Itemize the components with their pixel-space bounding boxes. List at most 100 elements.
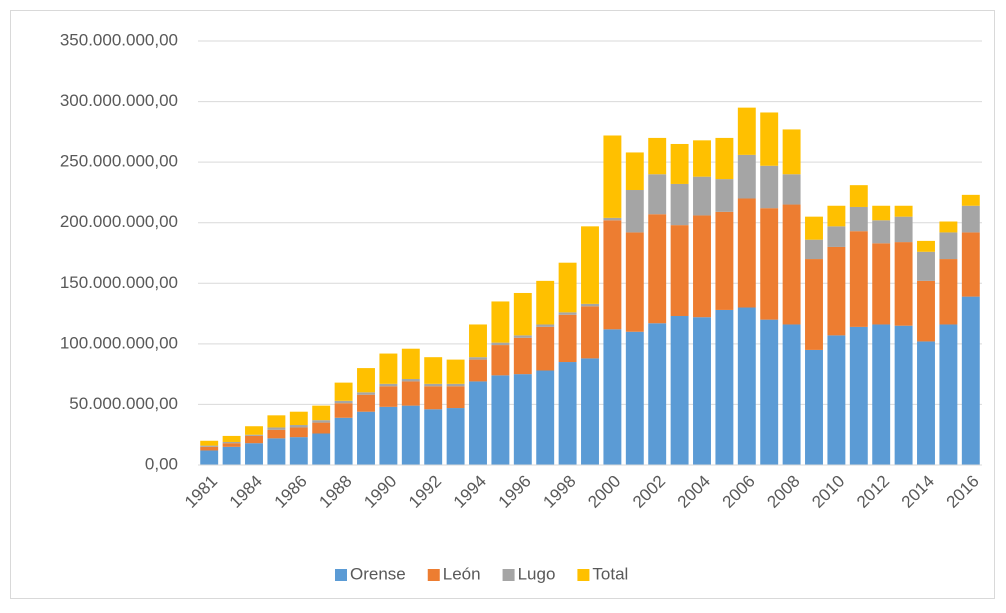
bar-segment [670,315,689,465]
bar-segment [267,438,286,465]
bar-segment [513,335,532,338]
bar-segment [469,359,487,382]
bar-segment [267,415,286,428]
bar-segment [424,409,443,465]
bar-segment [737,154,756,199]
bar-segment [245,435,263,444]
bar-segment [491,342,510,346]
bar-segment [401,405,420,465]
bar-segment [222,435,241,442]
y-tick-label: 350.000.000,00 [60,30,178,49]
y-tick-label: 150.000.000,00 [60,273,178,292]
bar-segment [849,206,868,232]
bar-segment [536,280,555,325]
bar-segment [491,345,510,376]
bar-segment [424,383,443,387]
bar-segment [961,194,980,206]
bar-segment [536,326,555,371]
bar-segment [200,450,219,465]
bar-segment [379,353,398,384]
bar-segment [491,375,510,465]
y-tick-label: 250.000.000,00 [60,152,178,171]
bar-segment [200,440,219,446]
legend-swatch [577,569,590,581]
bar-segment [894,216,913,243]
bar-segment [715,211,734,310]
bar-segment [424,386,443,410]
y-tick-label: 50.000.000,00 [69,394,178,413]
y-tick-label: 0,00 [145,454,178,473]
bar-segment [200,446,219,451]
bar-segment [894,242,913,326]
legend-label: León [443,564,481,583]
bar-segment [245,426,263,435]
bar-segment [670,225,689,316]
bar-segment [581,306,599,359]
bar-segment [939,324,958,465]
bar-segment [917,251,935,281]
y-tick-label: 200.000.000,00 [60,212,178,231]
bar-segment [603,217,622,221]
bar-segment [917,280,935,342]
bar-segment [312,433,331,465]
bar-segment [222,441,241,444]
legend-label: Lugo [518,564,556,583]
bar-segment [289,411,308,426]
bar-segment [894,205,913,217]
bar-segment [334,382,353,401]
bar-segment [513,292,532,336]
y-tick-label: 300.000.000,00 [60,91,178,110]
bar-segment [939,232,958,260]
bar-segment [827,226,846,247]
bar-segment [782,129,801,175]
bar-segment [737,307,756,465]
bar-segment [782,324,801,465]
bar-segment [849,326,868,465]
bar-segment [625,331,644,465]
bar-segment [737,198,756,308]
bar-segment [379,386,398,407]
bar-segment [805,349,823,465]
bar-segment [401,378,420,382]
bar-segment [715,309,734,465]
bar-segment [805,259,823,350]
bar-segment [536,370,555,465]
bar-segment [872,243,891,325]
bar-segment [357,392,375,395]
bar-segment [267,429,286,439]
bar-segment [625,152,644,191]
bar-segment [289,427,308,438]
bar-segment [469,324,487,358]
bar-segment [939,221,958,233]
bar-segment [469,357,487,360]
bar-segment [827,335,846,465]
bar-segment [581,358,599,465]
bar-segment [334,403,353,418]
bar-segment [961,296,980,465]
bar-segment [357,394,375,412]
bar-segment [625,232,644,332]
legend-swatch [335,569,347,581]
bar-segment [805,239,823,260]
bar-segment [222,446,241,465]
bar-segment [424,357,443,384]
bar-segment [357,368,375,393]
bar-segment [849,185,868,207]
bar-segment [603,220,622,330]
bar-segment [693,140,711,177]
bar-segment [782,204,801,325]
bar-segment [312,420,331,423]
bar-segment [760,112,779,166]
bar-segment [379,383,398,387]
bar-segment [379,406,398,465]
bar-segment [670,183,689,226]
bar-segment [693,176,711,216]
bar-segment [334,400,353,404]
bar-segment [827,246,846,336]
bar-segment [357,411,375,465]
bar-segment [401,381,420,406]
bar-segment [805,216,823,240]
bar-segment [782,174,801,205]
bar-segment [939,259,958,325]
bar-segment [648,137,667,175]
